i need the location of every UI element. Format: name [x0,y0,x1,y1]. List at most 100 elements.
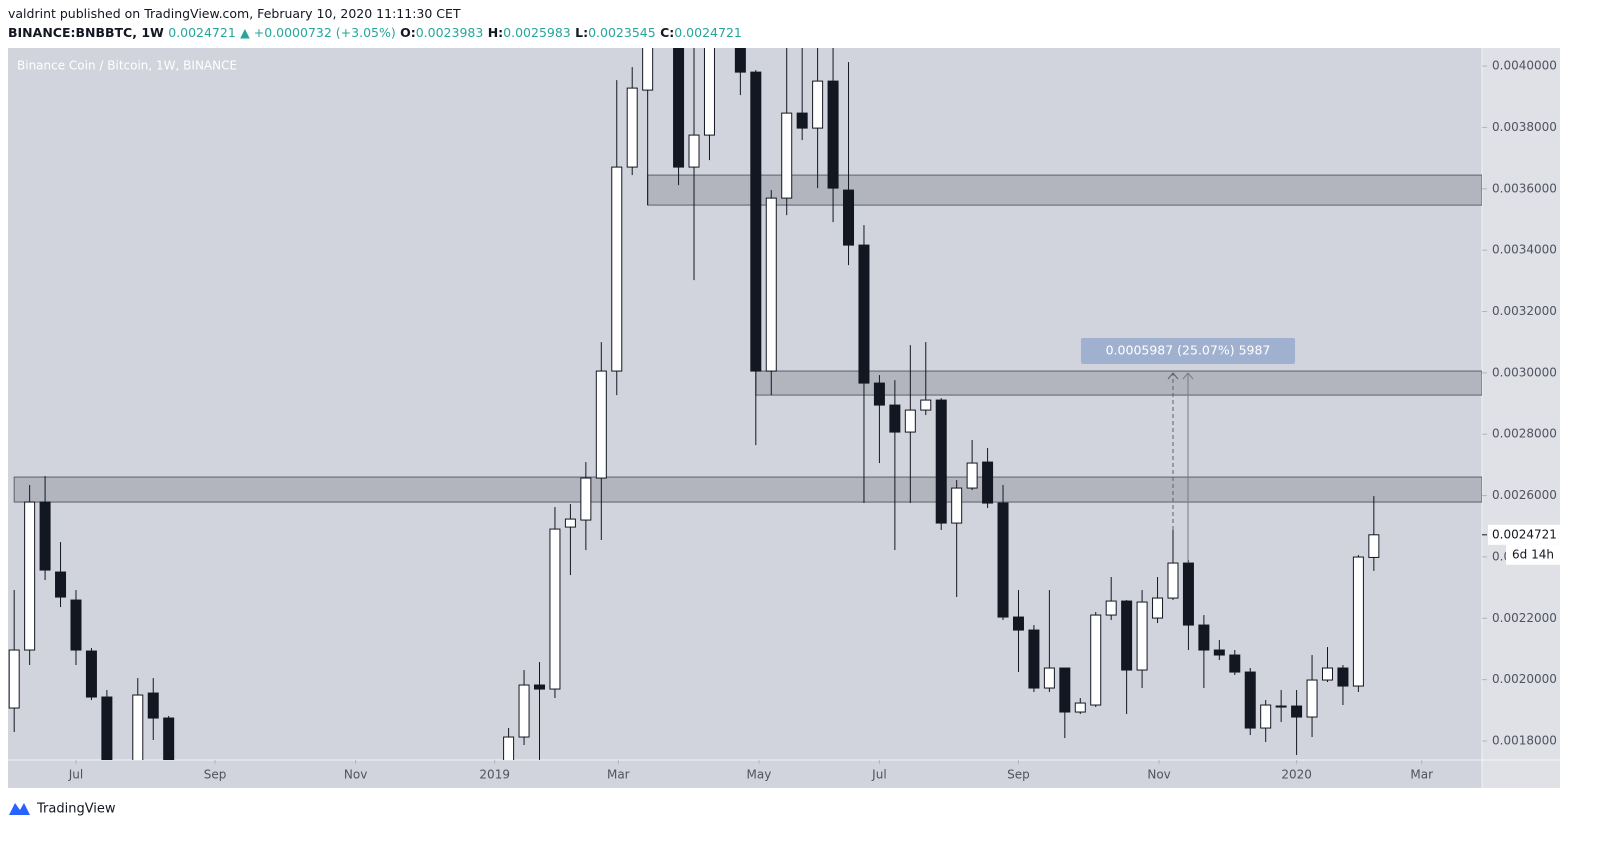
candle-body [1182,562,1194,626]
candle-body [1368,534,1380,558]
x-tick-label: Sep [204,768,227,782]
candle-body [1321,667,1333,681]
last: 0.0024721 [168,25,236,40]
candle-body [920,399,932,411]
candle-body [1121,600,1133,671]
candle-body [951,487,963,524]
candle-body [70,599,82,651]
candle-body [1136,601,1148,671]
candle-body [1229,654,1241,673]
candle-body [889,404,901,433]
symbol-line: BINANCE:BNBBTC, 1W 0.0024721 ▲ +0.000073… [8,25,742,40]
candle-body [765,197,777,372]
x-tick-label: Nov [344,768,367,782]
plot-background [8,48,1482,788]
candle-body [997,502,1009,618]
y-tick-label: 0.0030000 [1492,365,1557,379]
y-tick-label: 0.0036000 [1492,181,1557,195]
y-tick-label: 0.0028000 [1492,427,1557,441]
x-tick-label: Jul [68,768,83,782]
symbol: BINANCE:BNBBTC, 1W [8,25,164,40]
candles [8,48,1380,760]
candle-body [873,382,885,406]
measure-arrowhead [1167,372,1179,380]
candle-body [642,48,654,91]
change: ▲ +0.0000732 (+3.05%) [240,25,396,40]
countdown-label: 6d 14h [1512,547,1554,561]
y-tick-label: 0.0020000 [1492,672,1557,686]
candle-body [966,462,978,489]
candle-body [503,736,515,760]
candle-body [101,696,113,760]
candle-body [781,112,793,199]
x-tick-label: Sep [1007,768,1030,782]
axes: 0.00180000.00200000.00220000.00240000.00… [68,59,1560,782]
y-tick-label: 0.0040000 [1492,59,1557,73]
candle-body [1198,624,1210,651]
candle-body [163,717,175,760]
c-label: C: [660,25,675,40]
candle-body [8,649,20,709]
candle-body [858,244,870,384]
candle-body [1260,704,1272,729]
candle-body [1043,667,1055,689]
h-value: 0.0025983 [503,25,571,40]
candle-body [1028,629,1040,689]
l-label: L: [575,25,589,40]
candle-body [688,134,700,168]
x-tick-label: Mar [607,768,630,782]
candle-body [827,80,839,189]
candle-body [1012,616,1024,631]
y-tick-label: 0.0038000 [1492,120,1557,134]
candle-body [935,399,947,524]
candle-body [673,48,685,168]
x-tick-label: May [746,768,771,782]
candle-body [1244,671,1256,729]
candle-body [843,189,855,246]
countdown-tag [1506,544,1560,565]
candle-body [1352,556,1364,687]
x-tick-label: Jul [871,768,886,782]
candle-body [1306,679,1318,718]
y-tick-label: 0.0026000 [1492,488,1557,502]
candle-body [626,87,638,168]
candle-body [1059,667,1071,713]
candle-body [1337,667,1349,687]
candle-body [904,409,916,433]
candle-body [549,528,561,690]
candle-body [564,518,576,528]
candle-body [1167,562,1179,599]
candle-body [796,112,808,129]
candle-body [611,166,623,372]
candle-body [1090,614,1102,706]
candle-body [55,571,67,598]
candle-body [595,370,607,479]
candle-body [734,48,746,73]
y-axis-background [1482,48,1560,788]
y-tick-label: 0.0022000 [1492,611,1557,625]
x-tick-label: Nov [1147,768,1170,782]
candle-body [812,80,824,129]
candle-body [1105,600,1117,616]
y-tick-label: 0.0018000 [1492,733,1557,747]
measure-label: 0.0005987 (25.07%) 5987 [1106,343,1271,358]
candle-body [85,650,97,698]
candle-body [1152,597,1164,619]
o-label: O: [400,25,416,40]
candle-body [982,461,994,504]
x-tick-label: Mar [1410,768,1433,782]
c-value: 0.0024721 [674,25,742,40]
candle-body [39,501,51,571]
o-value: 0.0023983 [415,25,484,40]
logo: TradingView [9,802,116,817]
candle-body [1291,705,1303,718]
candle-body [580,477,592,521]
candle-body [1074,702,1086,713]
measure-arrowhead [1182,372,1194,380]
measure-box [1081,338,1295,364]
zone [13,476,1482,503]
chart-title: Binance Coin / Bitcoin, 1W, BINANCE [17,59,237,73]
y-tick-label: 0.0032000 [1492,304,1557,318]
